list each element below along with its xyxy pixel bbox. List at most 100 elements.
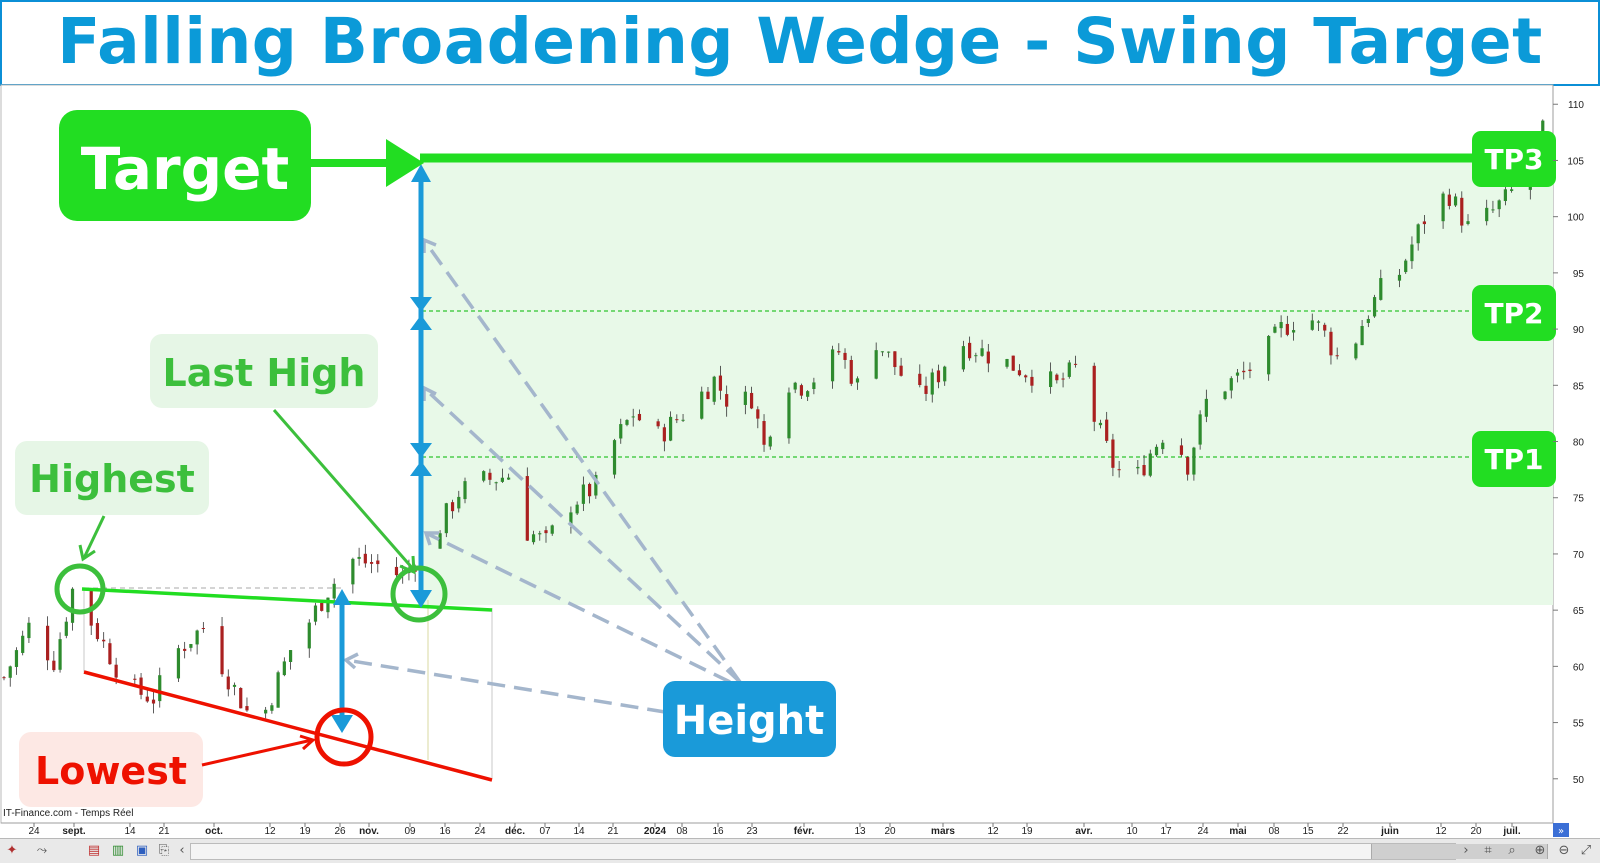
y-tick-label: 100: [1567, 213, 1584, 224]
highest-pointer: [82, 515, 106, 559]
x-tick-label: mai: [1229, 826, 1246, 837]
share-icon[interactable]: ⤳: [36, 843, 48, 858]
x-axis-ticks: 24 sept. 14 21 oct. 12 19 26 nov. 09 16 24 déc. 07 14 2…: [28, 823, 1521, 837]
target-label-box: [59, 110, 311, 221]
candle-body: [245, 706, 249, 711]
candle-body: [1248, 369, 1252, 371]
compare-icon[interactable]: ⎘: [158, 843, 170, 858]
candle-body: [500, 477, 504, 482]
candle-body: [444, 503, 448, 534]
scroll-forward-button[interactable]: [1553, 823, 1569, 837]
y-tick-label: 80: [1573, 438, 1585, 449]
x-tick-label: 16: [439, 826, 451, 837]
candle-body: [1030, 376, 1034, 386]
x-tick-label: 23: [746, 826, 758, 837]
chevron-right-icon[interactable]: ›: [1463, 843, 1469, 858]
candle-body: [1460, 197, 1464, 226]
candle-body: [1111, 439, 1115, 468]
indicator-icon[interactable]: ▤: [87, 843, 101, 858]
candle-body: [2, 677, 6, 679]
target-label: Target: [81, 135, 289, 203]
highest-label-box: [15, 441, 209, 515]
candle-body: [1379, 278, 1383, 300]
candle-body: [1192, 447, 1196, 475]
window-icon[interactable]: ▣: [135, 843, 149, 858]
candle-body: [270, 705, 274, 711]
candle-body: [1310, 320, 1314, 330]
lowest-pointer: [201, 738, 313, 767]
lower-wedge-line: [83, 670, 493, 782]
candle-body: [326, 597, 330, 613]
y-tick-label: 95: [1573, 269, 1585, 280]
candle-body: [762, 421, 766, 445]
horizontal-scrollbar[interactable]: [190, 843, 1548, 860]
height-pointer-head-3: [423, 531, 439, 546]
scrollbar-thumb[interactable]: [1371, 844, 1548, 859]
candle-body: [114, 664, 118, 678]
candle-body: [1335, 355, 1339, 357]
candle-body: [1354, 343, 1358, 359]
height-label-box: [663, 681, 836, 757]
height-label: Height: [674, 698, 825, 744]
candle-body: [756, 409, 760, 419]
last-high-label-box: [150, 334, 378, 408]
candle-body: [21, 635, 25, 653]
height-pointer-lines: [345, 238, 742, 714]
candle-body: [226, 676, 230, 690]
candle-body: [1372, 297, 1377, 317]
candle-body: [1397, 274, 1402, 281]
candle-body: [1105, 419, 1109, 441]
candle-body: [450, 502, 455, 512]
candle-body: [1273, 326, 1277, 333]
candle-body: [986, 351, 990, 364]
chevron-left-icon[interactable]: ‹: [179, 843, 185, 858]
x-tick-label: mars: [931, 826, 955, 837]
zoom-out-icon[interactable]: ⊖: [1558, 843, 1570, 858]
zoom-in-icon[interactable]: ⊕: [1534, 843, 1546, 858]
highest-label: Highest: [29, 457, 195, 501]
zoom-fit-icon[interactable]: ⌕: [1508, 843, 1516, 858]
candle-body: [1223, 391, 1227, 400]
candle-body: [1410, 244, 1414, 262]
candle-body: [1092, 365, 1096, 422]
x-tick-label: juin: [1380, 826, 1399, 837]
candle-body: [1267, 335, 1271, 375]
candle-body: [849, 359, 853, 384]
plot-settings-icon[interactable]: ⌗: [1484, 843, 1492, 858]
tp3-box: [1472, 131, 1556, 187]
x-tick-label: 17: [1160, 826, 1172, 837]
x-tick-label: 20: [1470, 826, 1482, 837]
candle-body: [899, 365, 903, 376]
tools-icon[interactable]: ✦: [6, 843, 18, 858]
x-tick-label: févr.: [794, 826, 815, 837]
x-tick-label: 08: [676, 826, 688, 837]
candle-body: [313, 605, 318, 622]
candle-body: [1491, 209, 1495, 211]
x-tick-label: 19: [299, 826, 311, 837]
x-tick-label: 24: [28, 826, 40, 837]
candles-icon[interactable]: ▥: [111, 843, 125, 858]
x-tick-label: 20: [884, 826, 896, 837]
candle-body: [569, 512, 573, 524]
height-pointer-heads: [342, 237, 439, 670]
candle-body: [656, 421, 660, 427]
x-tick-label: 22: [1337, 826, 1349, 837]
candle-body: [58, 639, 62, 670]
highest-circle: [54, 563, 106, 615]
candle-body: [637, 413, 642, 421]
lowest-pointer-head: [299, 734, 316, 751]
candle-body: [1242, 370, 1246, 373]
candle-body: [880, 351, 885, 353]
x-tick-label: 16: [712, 826, 724, 837]
x-tick-label: 21: [158, 826, 170, 837]
height-pointer-2: [422, 386, 742, 684]
chart-title: Falling Broadening Wedge - Swing Target: [57, 5, 1543, 78]
lowest-circle: [314, 707, 374, 767]
y-tick-label: 75: [1573, 494, 1585, 505]
x-tick-label: 26: [334, 826, 346, 837]
candle-body: [874, 350, 878, 379]
fullscreen-icon[interactable]: ⤢: [1580, 843, 1592, 858]
candle-body: [631, 416, 635, 418]
candle-body: [581, 484, 585, 504]
candle-body: [1055, 374, 1059, 381]
